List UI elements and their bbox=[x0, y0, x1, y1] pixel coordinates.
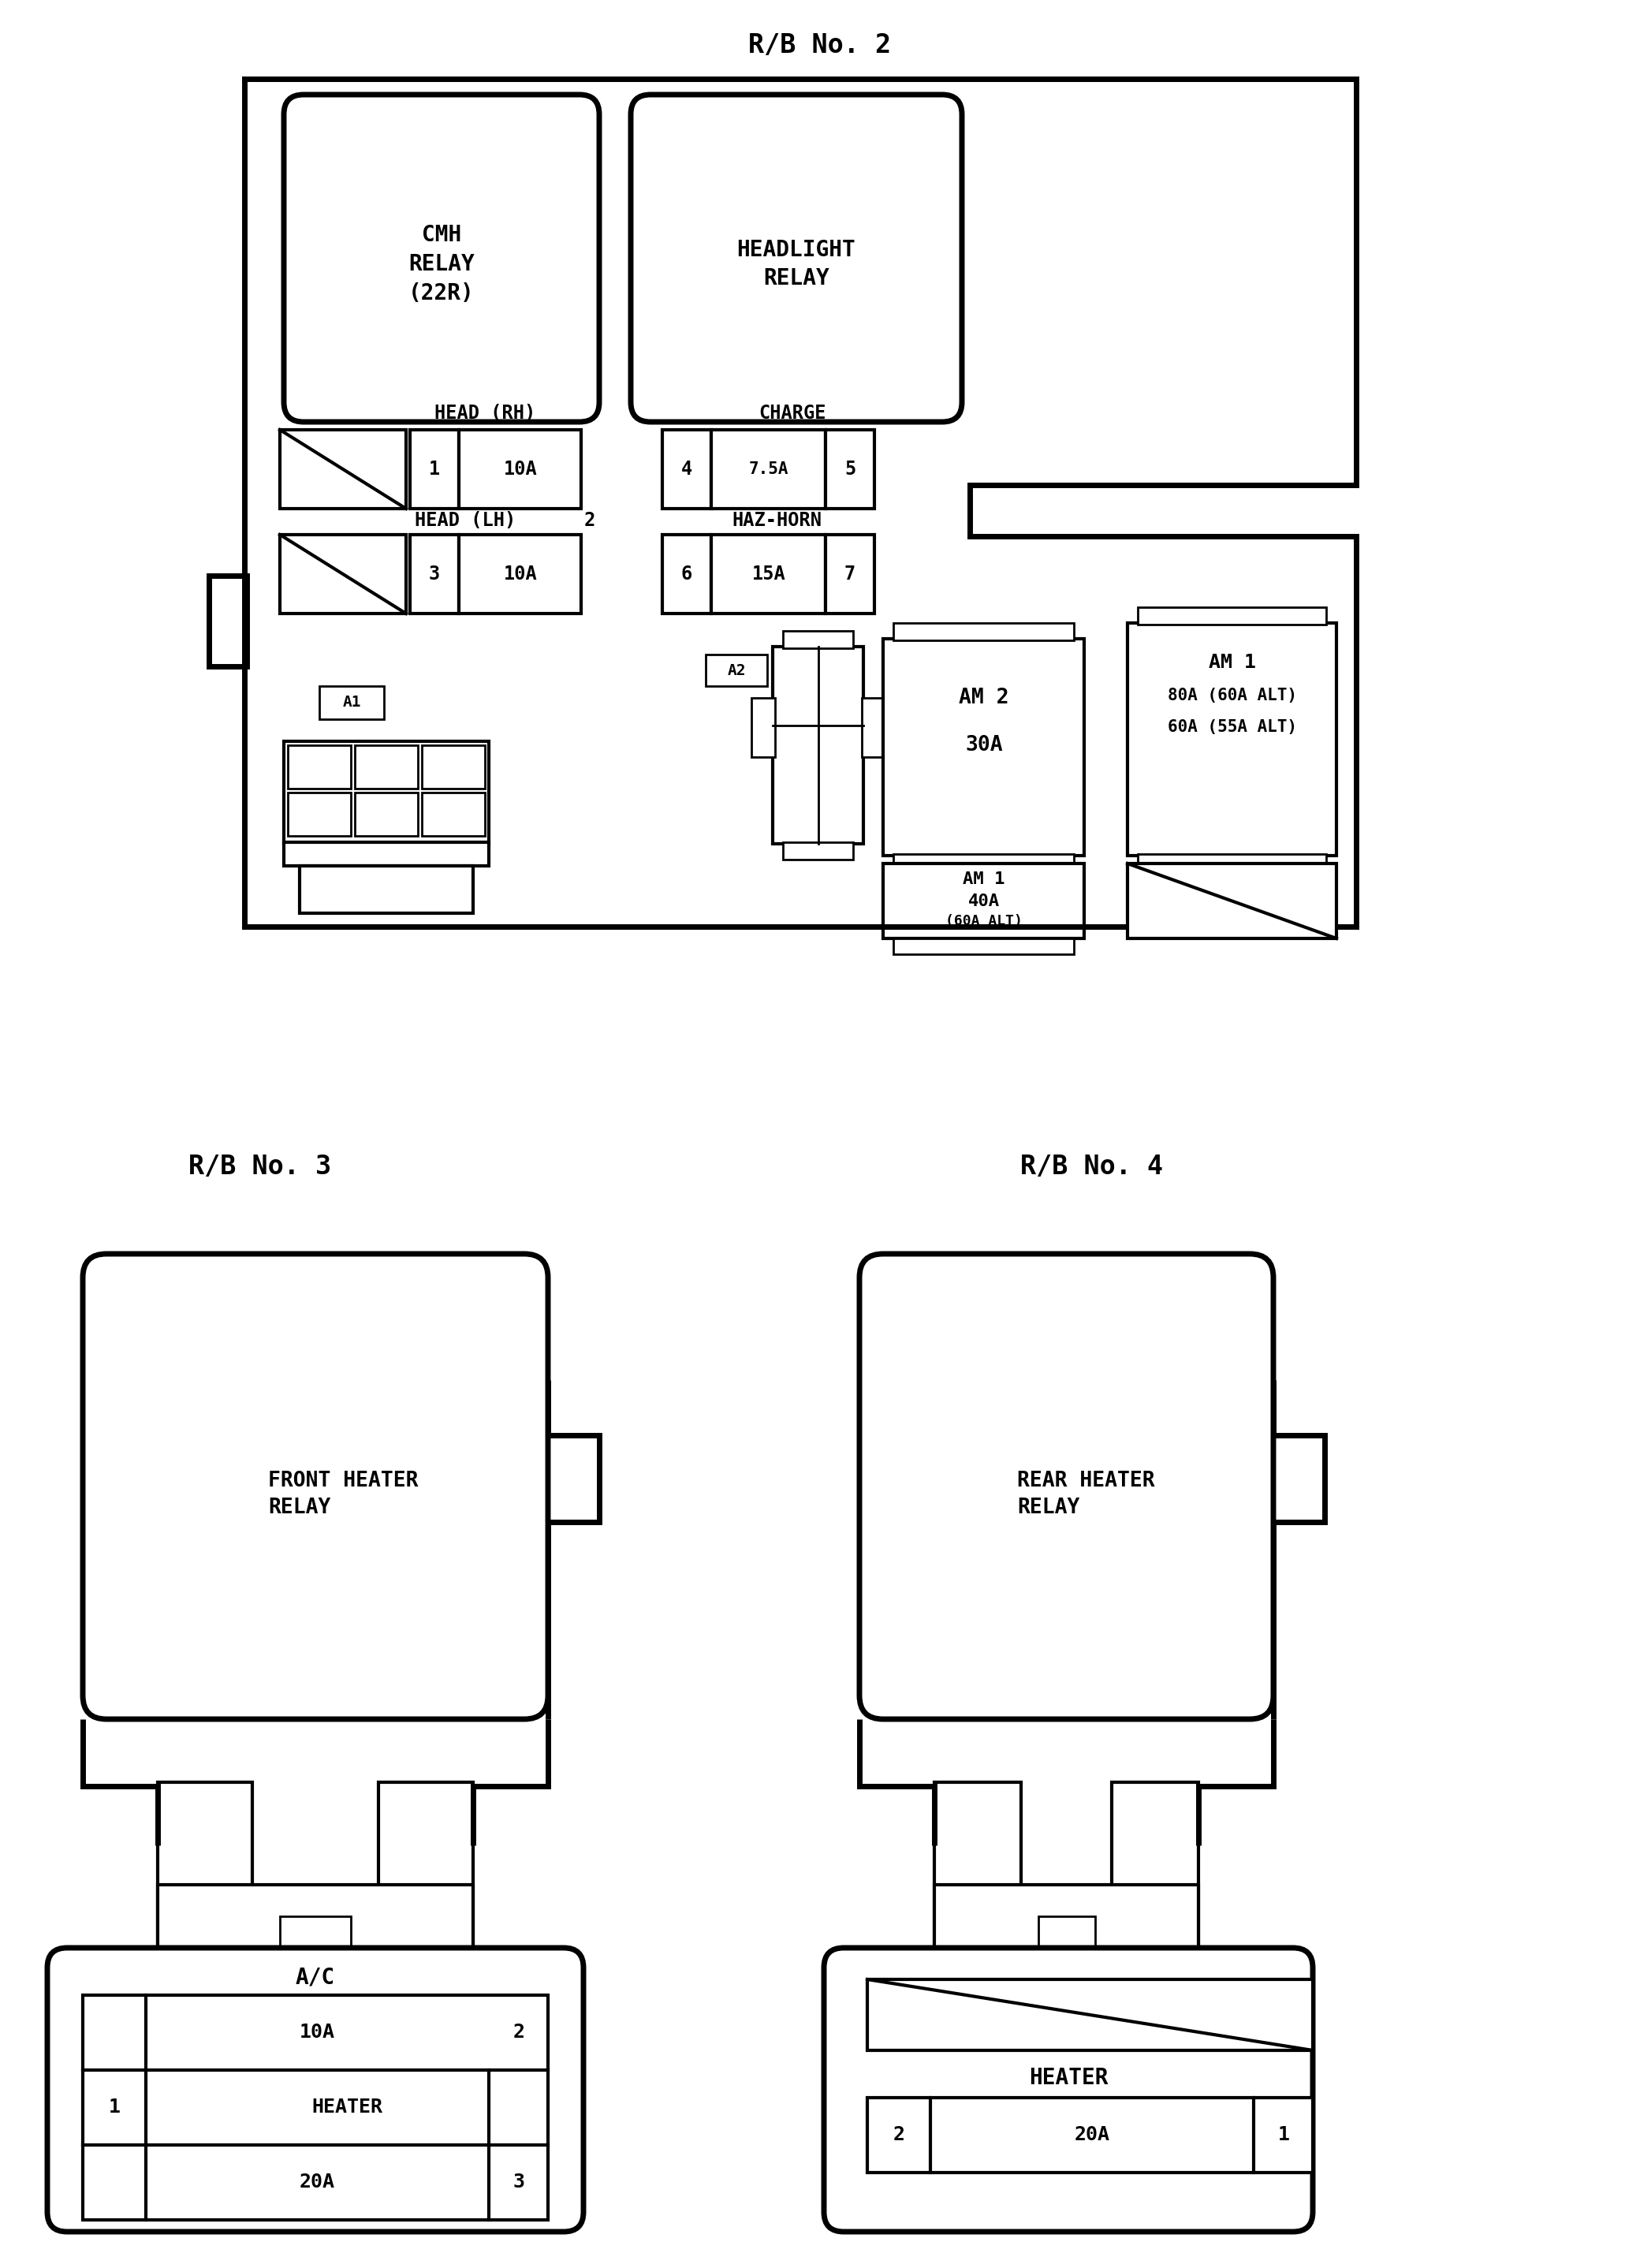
Bar bbox=[1128, 864, 1337, 939]
Text: HEAD (LH): HEAD (LH) bbox=[415, 510, 515, 531]
Bar bbox=[410, 429, 459, 508]
Bar bbox=[894, 855, 1074, 871]
Bar bbox=[705, 655, 768, 687]
Bar bbox=[861, 699, 886, 758]
Bar bbox=[825, 535, 874, 615]
Text: HEAD (RH): HEAD (RH) bbox=[435, 404, 536, 422]
Text: R/B No. 3: R/B No. 3 bbox=[189, 1154, 331, 1179]
Bar bbox=[410, 535, 459, 615]
Text: 10A: 10A bbox=[503, 460, 538, 479]
Bar bbox=[894, 624, 1074, 640]
Text: 80A (60A ALT): 80A (60A ALT) bbox=[1168, 687, 1297, 703]
Text: HAZ-HORN: HAZ-HORN bbox=[731, 510, 822, 531]
FancyBboxPatch shape bbox=[48, 1948, 584, 2232]
Text: REAR HEATER
RELAY: REAR HEATER RELAY bbox=[1017, 1470, 1155, 1517]
Text: 30A: 30A bbox=[966, 735, 1002, 755]
Text: 40A: 40A bbox=[968, 894, 1000, 909]
Bar bbox=[663, 429, 712, 508]
FancyBboxPatch shape bbox=[284, 95, 599, 422]
Text: 3: 3 bbox=[513, 2173, 525, 2191]
Bar bbox=[459, 535, 581, 615]
Text: CMH
RELAY
(22R): CMH RELAY (22R) bbox=[408, 225, 474, 304]
Bar bbox=[284, 841, 489, 866]
Text: 15A: 15A bbox=[751, 565, 786, 583]
Text: AM 2: AM 2 bbox=[959, 687, 1009, 708]
Text: 60A (55A ALT): 60A (55A ALT) bbox=[1168, 719, 1297, 735]
Bar bbox=[1138, 608, 1327, 624]
Text: FRONT HEATER
RELAY: FRONT HEATER RELAY bbox=[267, 1470, 418, 1517]
Text: AM 1: AM 1 bbox=[1209, 653, 1256, 671]
Text: 1: 1 bbox=[108, 2098, 120, 2116]
Bar bbox=[772, 646, 863, 844]
Bar bbox=[280, 535, 407, 615]
Bar bbox=[1112, 1783, 1199, 1948]
Bar bbox=[287, 746, 351, 789]
Text: HEATER: HEATER bbox=[1028, 2066, 1109, 2089]
Bar bbox=[459, 429, 581, 508]
Bar bbox=[882, 640, 1084, 855]
Text: 7: 7 bbox=[845, 565, 856, 583]
Text: 4: 4 bbox=[681, 460, 692, 479]
Text: 1: 1 bbox=[428, 460, 440, 479]
Text: AM 1: AM 1 bbox=[963, 871, 1005, 887]
Text: A/C: A/C bbox=[295, 1966, 335, 1989]
Bar bbox=[751, 699, 776, 758]
Text: R/B No. 4: R/B No. 4 bbox=[1020, 1154, 1163, 1179]
Bar bbox=[379, 1783, 472, 1948]
Bar bbox=[882, 864, 1084, 939]
Bar bbox=[354, 746, 418, 789]
Bar bbox=[280, 1916, 351, 1946]
Text: A2: A2 bbox=[727, 662, 746, 678]
Bar bbox=[284, 742, 489, 844]
Bar bbox=[82, 1996, 548, 2220]
Bar bbox=[894, 939, 1074, 955]
Bar bbox=[300, 866, 472, 914]
Bar bbox=[354, 792, 418, 837]
Bar bbox=[1038, 1916, 1096, 1946]
Bar bbox=[287, 792, 351, 837]
Bar bbox=[421, 792, 485, 837]
Text: 10A: 10A bbox=[503, 565, 538, 583]
Bar bbox=[208, 576, 246, 667]
Bar bbox=[157, 1885, 472, 1948]
FancyBboxPatch shape bbox=[82, 1254, 548, 1719]
Bar bbox=[712, 535, 825, 615]
Text: R/B No. 2: R/B No. 2 bbox=[748, 32, 892, 59]
Text: HEATER: HEATER bbox=[312, 2098, 382, 2116]
Text: 20A: 20A bbox=[1074, 2125, 1110, 2143]
Text: 1: 1 bbox=[1278, 2125, 1289, 2143]
Text: 6: 6 bbox=[681, 565, 692, 583]
FancyBboxPatch shape bbox=[859, 1254, 1273, 1719]
Text: 5: 5 bbox=[845, 460, 856, 479]
FancyBboxPatch shape bbox=[631, 95, 963, 422]
Bar bbox=[421, 746, 485, 789]
Bar bbox=[1138, 855, 1327, 871]
Bar bbox=[868, 1980, 1312, 2050]
Text: HEADLIGHT
RELAY: HEADLIGHT RELAY bbox=[736, 238, 856, 290]
FancyBboxPatch shape bbox=[823, 1948, 1312, 2232]
Bar bbox=[1128, 624, 1337, 855]
Text: (60A ALT): (60A ALT) bbox=[945, 914, 1023, 928]
Bar bbox=[280, 429, 407, 508]
Text: 10A: 10A bbox=[298, 2023, 335, 2041]
Text: 2: 2 bbox=[513, 2023, 525, 2041]
Bar bbox=[157, 1783, 253, 1948]
Text: CHARGE: CHARGE bbox=[759, 404, 827, 422]
Text: A1: A1 bbox=[343, 696, 361, 710]
Text: 2: 2 bbox=[892, 2125, 905, 2143]
Text: 7.5A: 7.5A bbox=[749, 460, 789, 476]
Bar bbox=[663, 535, 712, 615]
Bar bbox=[825, 429, 874, 508]
Text: 3: 3 bbox=[428, 565, 440, 583]
Bar bbox=[712, 429, 825, 508]
Bar bbox=[782, 841, 853, 860]
Bar bbox=[935, 1783, 1022, 1948]
Bar bbox=[320, 687, 384, 719]
Text: 20A: 20A bbox=[298, 2173, 335, 2191]
Bar bbox=[782, 631, 853, 649]
Text: 2: 2 bbox=[584, 510, 595, 531]
Bar bbox=[868, 2098, 1312, 2173]
Bar bbox=[935, 1885, 1199, 1948]
